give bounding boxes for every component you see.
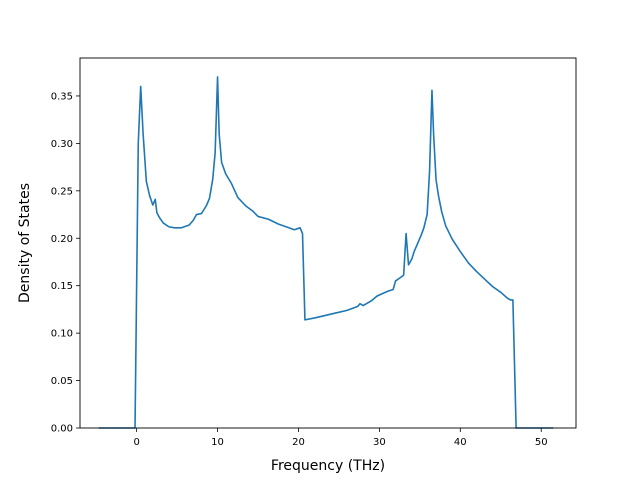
y-tick-label: 0.30 [51,139,73,150]
y-tick-label: 0.10 [51,329,73,340]
y-tick-label: 0.05 [51,376,73,387]
y-tick-label: 0.35 [51,91,73,102]
x-tick-label: 30 [373,437,386,448]
y-tick-label: 0.20 [51,234,73,245]
y-axis: 0.00 0.05 0.10 0.15 0.20 0.25 0.30 0.35 [51,91,80,435]
x-axis: 0 10 20 30 40 50 [133,428,548,448]
y-tick-label: 0.25 [51,186,73,197]
x-tick-label: 50 [535,437,548,448]
y-tick-label: 0.00 [51,424,73,435]
x-tick-label: 40 [454,437,467,448]
y-tick-label: 0.15 [51,281,73,292]
y-axis-title: Density of States [17,183,33,303]
dos-series-line [98,76,554,429]
x-tick-label: 20 [292,437,305,448]
axes-frame [79,57,577,429]
x-tick-label: 10 [211,437,224,448]
x-tick-label: 0 [133,437,139,448]
x-axis-title: Frequency (THz) [271,458,385,474]
